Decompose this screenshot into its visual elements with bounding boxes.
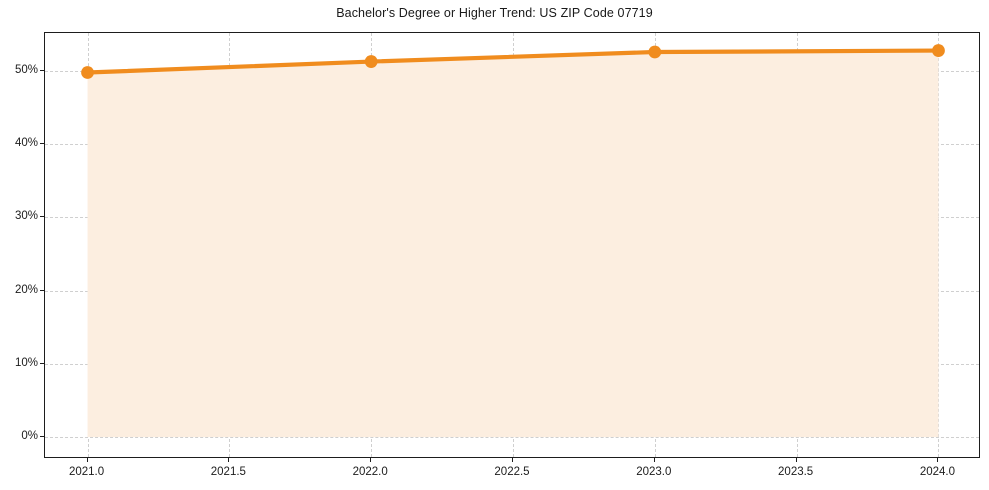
series-layer	[81, 44, 945, 438]
y-axis-tick-mark	[40, 436, 44, 438]
x-axis-tick-label: 2024.0	[919, 466, 956, 478]
y-axis-tick-mark	[40, 143, 44, 145]
y-axis-tick-label: 20%	[14, 283, 38, 296]
y-axis-tick-label: 0%	[21, 430, 38, 443]
x-axis-tick-label: 2022.0	[352, 466, 388, 478]
x-axis-tick-label: 2022.5	[494, 466, 530, 478]
y-axis-tick-label: 10%	[14, 356, 38, 369]
x-axis-tick-mark	[937, 458, 939, 462]
x-axis-tick-label: 2021.0	[68, 466, 105, 478]
x-axis-tick-mark	[86, 458, 88, 462]
x-axis-tick-labels: 2021.0 2021.5 2022.0 2022.5 2023.0 2023.5 2024…	[44, 458, 980, 488]
x-axis-tick-label: 2021.5	[210, 466, 246, 478]
y-axis-tick-label: 30%	[14, 210, 38, 223]
y-axis-tick-mark	[40, 362, 44, 364]
y-axis-tick-marks	[40, 32, 44, 458]
data-point-marker	[932, 44, 945, 57]
y-axis-tick-mark	[40, 216, 44, 218]
y-axis-tick-mark	[40, 289, 44, 291]
area-fill	[87, 50, 939, 438]
y-axis-tick-label: 50%	[14, 64, 38, 77]
data-point-marker	[364, 55, 378, 68]
plot-area	[44, 32, 980, 458]
x-axis-tick-mark	[512, 458, 513, 462]
gridline-vertical	[938, 33, 940, 457]
x-axis-tick-mark	[370, 458, 372, 462]
data-point-markers	[81, 44, 945, 79]
gridline-horizontal	[45, 437, 979, 439]
x-axis-tick-label: 2023.5	[778, 466, 814, 478]
trend-line	[85, 48, 941, 75]
data-point-marker	[648, 45, 662, 59]
y-axis-tick-labels: 0% 10% 20% 30% 40% 50%	[0, 32, 38, 458]
y-axis-tick-label: 40%	[14, 137, 38, 150]
x-axis-tick-mark	[653, 458, 655, 462]
x-axis-tick-mark	[228, 458, 230, 462]
y-axis-tick-mark	[40, 70, 44, 72]
x-axis-tick-mark	[795, 458, 797, 462]
data-point-marker	[81, 66, 94, 79]
chart-title: Bachelor's Degree or Higher Trend: US ZI…	[336, 6, 653, 20]
x-axis-tick-label: 2023.0	[636, 466, 672, 478]
